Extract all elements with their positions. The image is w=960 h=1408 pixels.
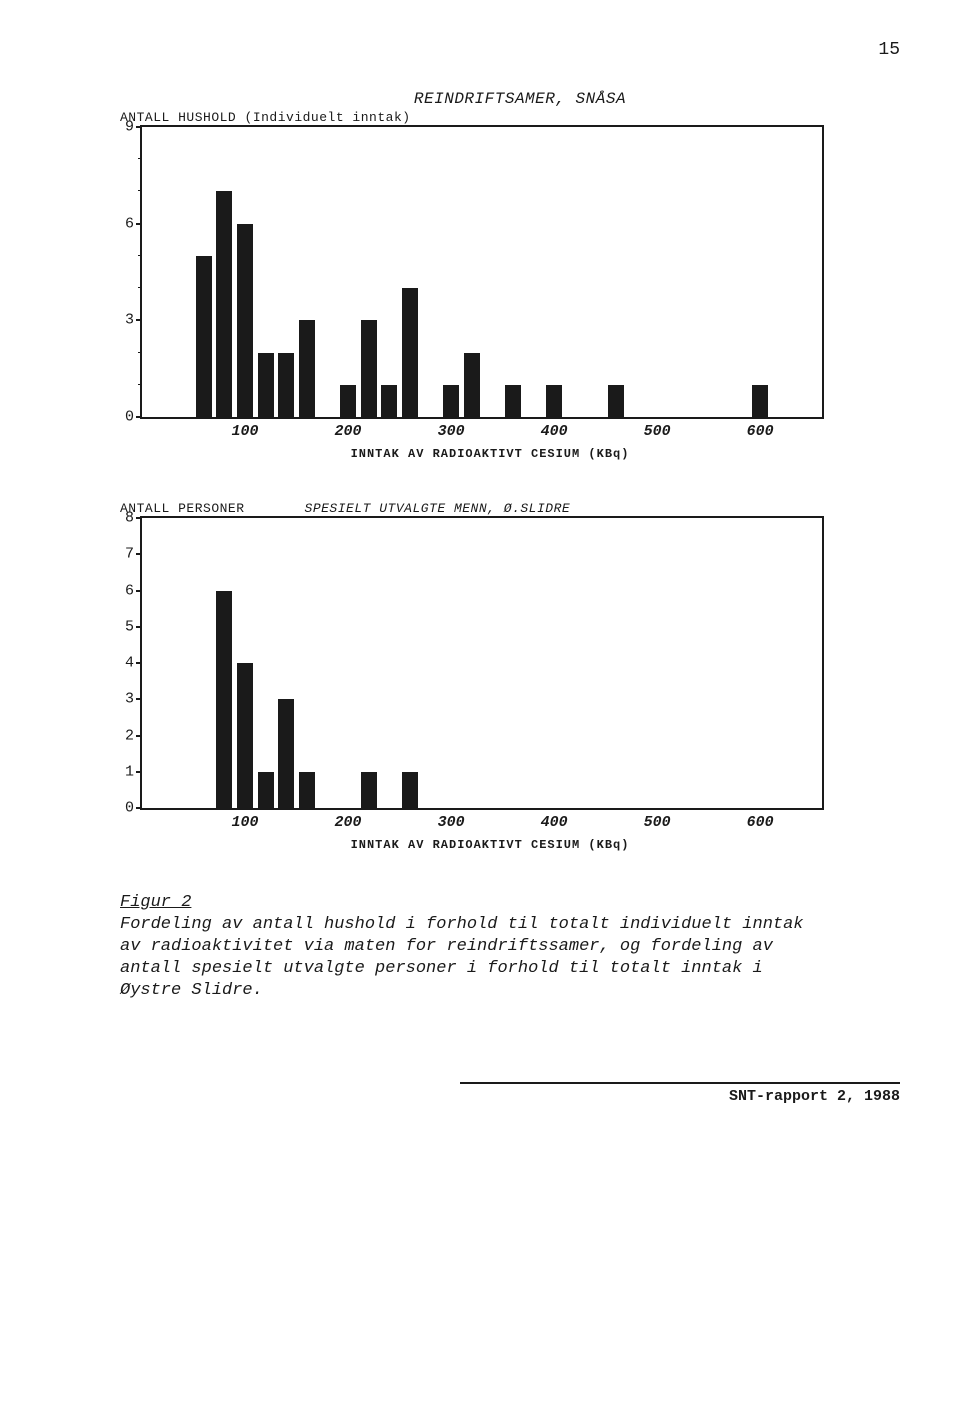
bar <box>381 385 397 417</box>
xtick-label: 100 <box>232 808 259 831</box>
bar <box>237 663 253 808</box>
bar <box>361 320 377 417</box>
chart2-xlabel: INNTAK AV RADIOAKTIVT CESIUM (KBq) <box>140 838 840 852</box>
chart1-title: REINDRIFTSAMER, SNÅSA <box>140 90 900 108</box>
bar <box>402 288 418 417</box>
chart2-plot-area: 012345678100200300400500600 <box>140 516 824 810</box>
chart1-subtitle: ANTALL HUSHOLD (Individuelt inntak) <box>120 110 900 125</box>
bar <box>299 320 315 417</box>
bar <box>216 191 232 417</box>
xtick-label: 600 <box>747 808 774 831</box>
xtick-label: 200 <box>335 808 362 831</box>
chart-2: ANTALL PERSONER SPESIELT UTVALGTE MENN, … <box>60 501 900 852</box>
bar <box>278 699 294 808</box>
bar <box>216 591 232 809</box>
chart1-xlabel: INNTAK AV RADIOAKTIVT CESIUM (KBq) <box>140 447 840 461</box>
xtick-label: 400 <box>541 417 568 440</box>
bar <box>443 385 459 417</box>
report-footer: SNT-rapport 2, 1988 <box>460 1082 900 1105</box>
bar <box>258 772 274 808</box>
xtick-label: 600 <box>747 417 774 440</box>
bar <box>196 256 212 417</box>
bar <box>546 385 562 417</box>
xtick-label: 300 <box>438 417 465 440</box>
bar <box>278 353 294 417</box>
bar <box>237 224 253 417</box>
figure-text: Fordeling av antall hushold i forhold ti… <box>120 915 804 1000</box>
chart-1: REINDRIFTSAMER, SNÅSA ANTALL HUSHOLD (In… <box>60 90 900 461</box>
bar <box>361 772 377 808</box>
xtick-label: 500 <box>644 808 671 831</box>
page-number: 15 <box>60 40 900 60</box>
xtick-label: 200 <box>335 417 362 440</box>
bar <box>340 385 356 417</box>
bar <box>258 353 274 417</box>
xtick-label: 300 <box>438 808 465 831</box>
bar <box>608 385 624 417</box>
bar <box>402 772 418 808</box>
xtick-label: 500 <box>644 417 671 440</box>
chart1-plot-area: 0369100200300400500600 <box>140 125 824 419</box>
bar <box>299 772 315 808</box>
xtick-label: 400 <box>541 808 568 831</box>
bar <box>505 385 521 417</box>
xtick-label: 100 <box>232 417 259 440</box>
bar <box>464 353 480 417</box>
bar <box>752 385 768 417</box>
figure-caption: Figur 2 Fordeling av antall hushold i fo… <box>120 892 820 1002</box>
chart2-title: SPESIELT UTVALGTE MENN, Ø.SLIDRE <box>305 501 571 516</box>
figure-label: Figur 2 <box>120 893 191 912</box>
